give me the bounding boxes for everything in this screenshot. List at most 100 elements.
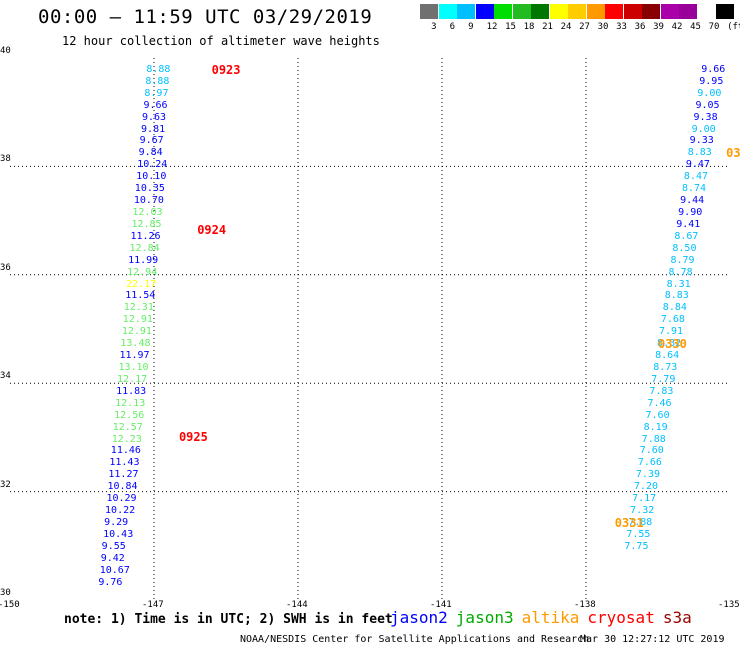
wave-height-label: 9.84 bbox=[138, 147, 163, 159]
legend-swatch bbox=[457, 4, 475, 19]
legend-swatch bbox=[531, 4, 549, 19]
wave-height-label: 8.79 bbox=[670, 254, 695, 266]
legend-label: 9 bbox=[468, 22, 474, 32]
wave-height-label: 10.29 bbox=[106, 493, 137, 505]
legend-label: 21 bbox=[542, 22, 553, 32]
pass-time-label: 0330 bbox=[658, 337, 687, 352]
wave-height-label: 8.74 bbox=[682, 183, 707, 195]
legend-label: (ft) bbox=[727, 22, 740, 32]
wave-height-label: 9.66 bbox=[701, 63, 726, 75]
wave-height-label: 11.26 bbox=[130, 230, 161, 242]
legend-swatch bbox=[475, 4, 494, 19]
legend-label: 27 bbox=[579, 22, 590, 32]
satellite-name: altika bbox=[521, 608, 580, 627]
wave-height-label: 9.29 bbox=[104, 517, 129, 529]
wave-height-label: 8.32 bbox=[657, 338, 682, 350]
wave-height-label: 9.55 bbox=[101, 540, 126, 552]
wave-height-label: 8.78 bbox=[668, 266, 693, 278]
wave-height-label: 7.88 bbox=[641, 433, 666, 445]
legend-swatch bbox=[586, 4, 605, 19]
wave-height-label: 8.50 bbox=[672, 242, 697, 254]
pass-time-label: 032 bbox=[726, 146, 740, 161]
x-tick-label: -135 bbox=[718, 600, 740, 610]
wave-height-label: 12.31 bbox=[123, 302, 154, 314]
wave-height-label: 9.38 bbox=[693, 111, 718, 123]
wave-height-label: 9.81 bbox=[141, 123, 166, 135]
wave-height-label: 10.43 bbox=[103, 528, 134, 540]
legend-swatch bbox=[623, 4, 642, 19]
wave-height-label: 9.33 bbox=[689, 135, 714, 147]
wave-height-label: 12.91 bbox=[121, 326, 152, 338]
y-tick-label: 40 bbox=[0, 46, 11, 56]
legend-swatch bbox=[549, 4, 568, 19]
wave-height-label: 10.35 bbox=[134, 183, 165, 195]
wave-height-label: 7.79 bbox=[651, 373, 676, 385]
satellite-name: jason3 bbox=[455, 608, 514, 627]
wave-height-label: 8.31 bbox=[666, 278, 691, 290]
wave-height-label: 7.66 bbox=[637, 457, 662, 469]
legend-label: 39 bbox=[653, 22, 664, 32]
wave-height-label: 7.88 bbox=[628, 517, 653, 529]
wave-height-label: 7.46 bbox=[647, 397, 672, 409]
wave-height-label: 8.83 bbox=[664, 290, 689, 302]
wave-height-label: 8.84 bbox=[662, 302, 687, 314]
pass-time-label: 0925 bbox=[178, 430, 208, 445]
legend-swatch bbox=[420, 4, 438, 19]
pass-time-label: 0924 bbox=[197, 223, 227, 238]
legend-label: 3 bbox=[431, 22, 437, 32]
wave-height-label: 9.90 bbox=[678, 207, 703, 218]
wave-height-label: 7.20 bbox=[634, 481, 659, 493]
wave-height-label: 8.67 bbox=[674, 230, 699, 242]
wave-height-label: 10.70 bbox=[133, 195, 164, 207]
wave-height-label: 12.23 bbox=[111, 433, 142, 445]
legend-label: 70 bbox=[708, 22, 720, 32]
satellite-name: s3a bbox=[662, 608, 692, 627]
wave-height-label: 10.84 bbox=[107, 481, 138, 493]
wave-height-label: 11.43 bbox=[109, 457, 140, 469]
legend-swatch bbox=[660, 4, 679, 19]
wave-height-label: 8.73 bbox=[653, 362, 678, 374]
wave-height-label: 13.48 bbox=[120, 338, 151, 350]
wave-height-label: 8.64 bbox=[655, 350, 680, 362]
wave-height-label: 7.60 bbox=[645, 409, 670, 421]
legend-swatch bbox=[605, 4, 623, 19]
legend-label: 36 bbox=[634, 22, 646, 32]
wave-height-label: 9.66 bbox=[143, 99, 168, 111]
legend-label: 45 bbox=[690, 22, 701, 32]
wave-height-label: 9.76 bbox=[98, 576, 123, 588]
y-tick-label: 32 bbox=[0, 479, 11, 490]
wave-height-label: 8.19 bbox=[643, 421, 668, 433]
y-tick-label: 34 bbox=[0, 371, 11, 382]
wave-height-label: 12.13 bbox=[115, 397, 146, 409]
wave-height-label: 8.88 bbox=[145, 75, 170, 87]
x-tick-label: -141 bbox=[430, 600, 452, 610]
legend-swatch bbox=[494, 4, 512, 19]
wave-height-label: 12.17 bbox=[117, 373, 148, 385]
wave-height-label: 10.10 bbox=[136, 171, 167, 183]
wave-height-label: 7.60 bbox=[639, 445, 664, 457]
x-tick-label: -147 bbox=[142, 600, 164, 610]
legend-label: 12 bbox=[486, 22, 498, 32]
wave-height-label: 9.00 bbox=[691, 123, 716, 135]
x-tick-label: -144 bbox=[286, 600, 308, 610]
wave-height-label: 13.10 bbox=[118, 362, 149, 374]
wave-height-label: 8.83 bbox=[687, 147, 712, 159]
wave-height-label: 12.57 bbox=[112, 421, 143, 433]
pass-time-label: 0331 bbox=[614, 516, 644, 531]
page-subtitle: 12 hour collection of altimeter wave hei… bbox=[62, 34, 380, 48]
legend-label: 42 bbox=[671, 22, 683, 32]
wave-height-label: 8.88 bbox=[146, 63, 171, 75]
wave-height-label: 12.91 bbox=[122, 314, 153, 326]
legend-label: 24 bbox=[560, 22, 572, 32]
credit-text: NOAA/NESDIS Center for Satellite Applica… bbox=[240, 634, 590, 645]
wave-height-label: 9.05 bbox=[695, 99, 720, 111]
legend-label: 33 bbox=[616, 22, 627, 32]
satellite-name: jason2 bbox=[390, 608, 448, 627]
wave-height-label: 9.44 bbox=[680, 195, 705, 207]
legend-swatch bbox=[679, 4, 697, 19]
wave-height-label: 9.47 bbox=[685, 159, 710, 171]
wave-height-label: 11.83 bbox=[116, 385, 147, 397]
wave-height-label: 9.95 bbox=[699, 75, 724, 87]
wave-height-label: 7.39 bbox=[635, 469, 660, 481]
wave-height-label: 7.55 bbox=[626, 528, 651, 540]
